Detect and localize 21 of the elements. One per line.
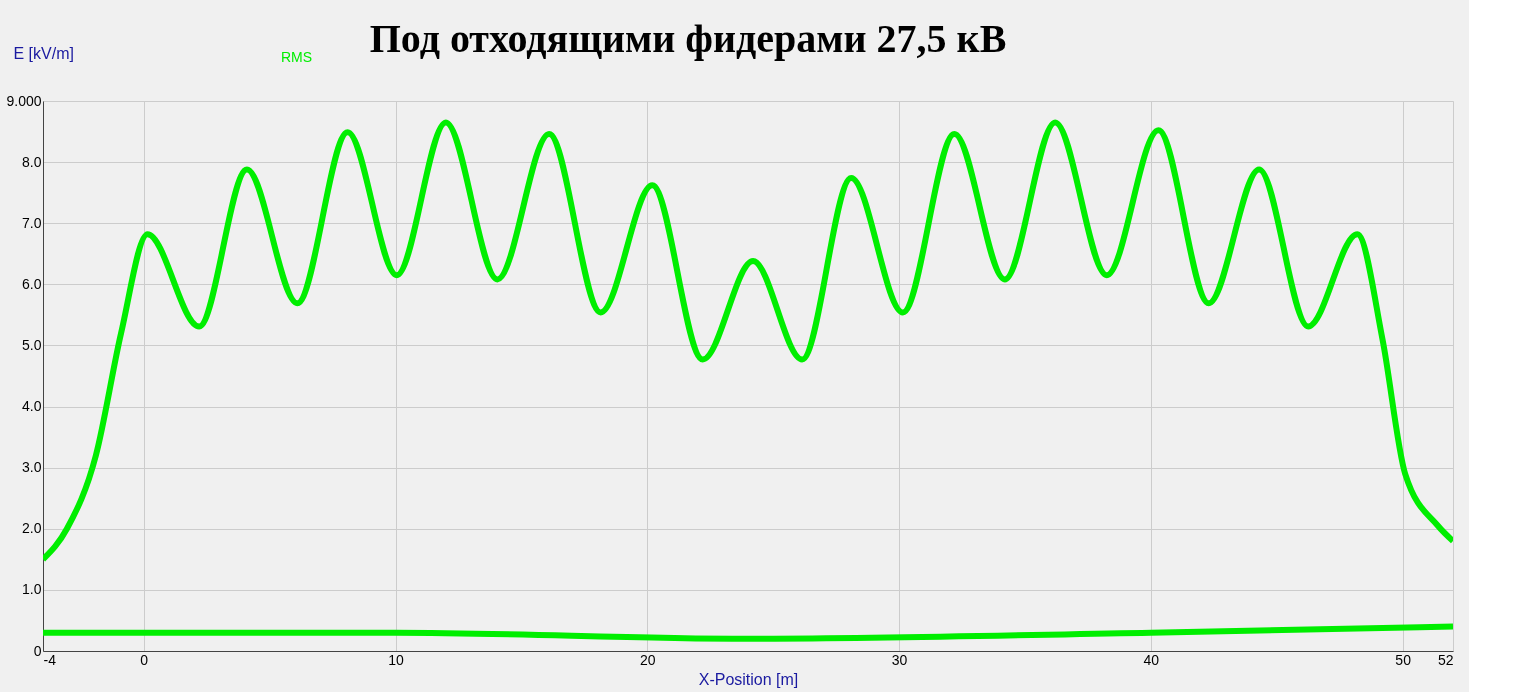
y-tick-label: 7.0 — [22, 214, 42, 231]
x-tick-label: 20 — [640, 651, 656, 668]
y-tick-label: 4.0 — [22, 398, 42, 415]
y-tick-label: 1.0 — [22, 581, 42, 598]
x-tick-label: 40 — [1143, 651, 1160, 668]
x-tick-label: 0 — [140, 651, 149, 668]
x-axis-title: X-Position [m] — [698, 670, 799, 688]
chart-title: Под отходящими фидерами 27,5 кВ — [369, 16, 1007, 61]
x-tick-label: 10 — [388, 651, 404, 668]
y-tick-label: 9.000 — [6, 92, 42, 109]
x-tick-label: 52 — [1437, 651, 1454, 668]
y-tick-label: 2.0 — [22, 520, 42, 537]
x-tick-label: 50 — [1395, 651, 1412, 668]
y-tick-label: 8.0 — [22, 153, 42, 170]
y-tick-label: 6.0 — [22, 275, 42, 292]
y-axis-title: E [kV/m] — [13, 44, 74, 62]
x-tick-label: -4 — [43, 651, 57, 668]
y-tick-label: 3.0 — [22, 459, 42, 476]
x-tick-label: 30 — [891, 651, 908, 668]
text: RMS — [281, 49, 313, 65]
y-tick-label: 5.0 — [22, 336, 42, 353]
